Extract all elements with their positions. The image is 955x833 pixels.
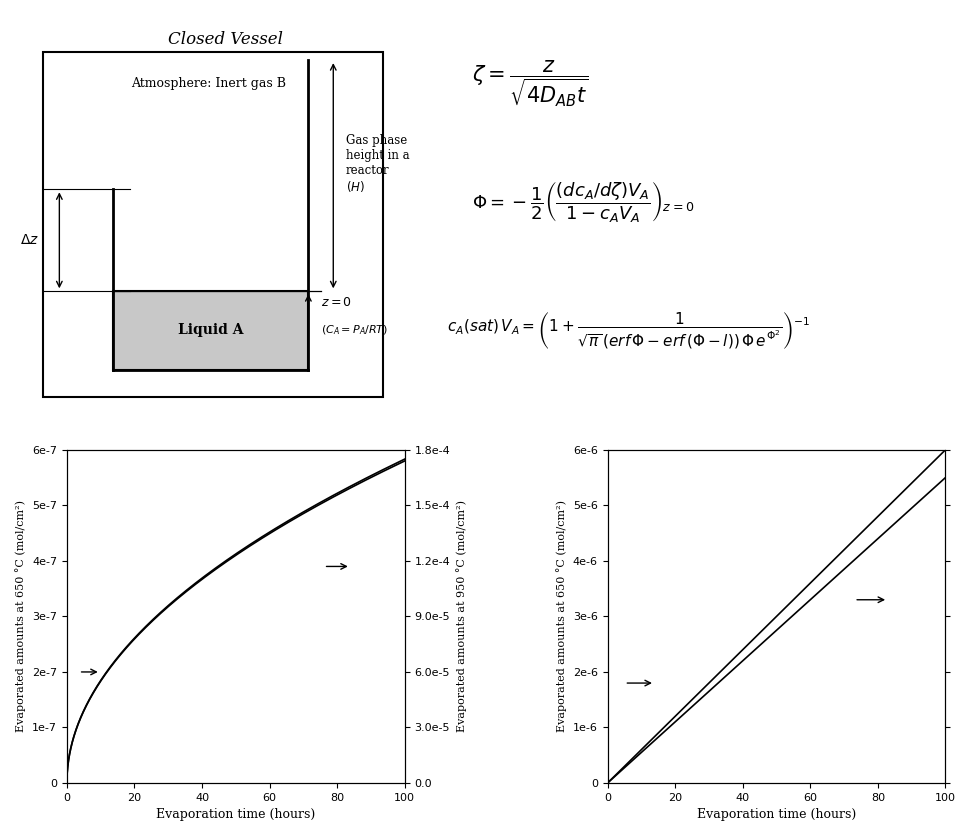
Bar [114,292,308,370]
Text: $z = 0$: $z = 0$ [321,297,351,310]
Text: $\Phi = -\dfrac{1}{2}\left(\dfrac{(dc_A/d\zeta)V_A}{1-c_A V_A}\right)_{z=0}$: $\Phi = -\dfrac{1}{2}\left(\dfrac{(dc_A/… [473,178,694,224]
Text: $\zeta = \dfrac{z}{\sqrt{4D_{AB}t}}$: $\zeta = \dfrac{z}{\sqrt{4D_{AB}t}}$ [473,58,589,109]
Y-axis label: Evaporated amounts at 650 °C (mol/cm²): Evaporated amounts at 650 °C (mol/cm²) [557,501,567,732]
Text: Gas phase
height in a
reactor
$(H)$: Gas phase height in a reactor $(H)$ [346,134,410,194]
Y-axis label: Evaporated amounts at 950 °C (mol/cm²): Evaporated amounts at 950 °C (mol/cm²) [456,501,467,732]
Text: $\Delta z$: $\Delta z$ [20,233,38,247]
Y-axis label: Evaporated amounts at 650 °C (mol/cm²): Evaporated amounts at 650 °C (mol/cm²) [15,501,27,732]
X-axis label: Evaporation time (hours): Evaporation time (hours) [697,808,856,821]
Text: $c_A(sat)\,V_A = \left(1 + \dfrac{1}{\sqrt{\pi}\,(erf\,\Phi - erf\,(\Phi - l))\,: $c_A(sat)\,V_A = \left(1 + \dfrac{1}{\sq… [447,310,811,351]
X-axis label: Evaporation time (hours): Evaporation time (hours) [157,808,315,821]
Bar [43,52,383,397]
Text: $(C_A = P_A/RT)$: $(C_A = P_A/RT)$ [321,323,388,337]
Text: Atmosphere: Inert gas B: Atmosphere: Inert gas B [131,77,286,90]
Text: Closed Vessel: Closed Vessel [168,31,283,47]
Text: Liquid A: Liquid A [178,323,244,337]
